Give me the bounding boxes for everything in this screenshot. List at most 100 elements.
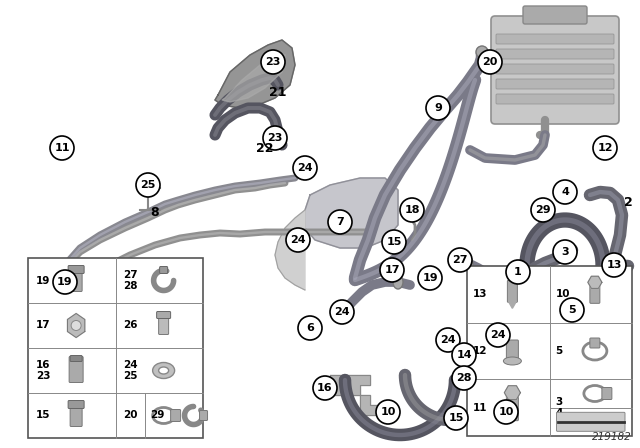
Text: 3: 3: [561, 247, 569, 257]
Text: 3
4: 3 4: [556, 397, 563, 418]
Circle shape: [53, 270, 77, 294]
Text: 10: 10: [380, 407, 396, 417]
Text: 29: 29: [150, 410, 164, 421]
Circle shape: [531, 198, 555, 222]
Circle shape: [376, 400, 400, 424]
FancyBboxPatch shape: [523, 6, 587, 24]
Text: 13: 13: [606, 260, 621, 270]
FancyBboxPatch shape: [200, 410, 207, 421]
Circle shape: [426, 96, 450, 120]
Ellipse shape: [159, 367, 168, 374]
Circle shape: [553, 180, 577, 204]
Text: 19: 19: [422, 273, 438, 283]
Ellipse shape: [57, 275, 67, 285]
Text: 27: 27: [452, 255, 468, 265]
Ellipse shape: [393, 275, 403, 289]
Text: 9: 9: [434, 103, 442, 113]
FancyBboxPatch shape: [70, 267, 82, 292]
Text: 20: 20: [483, 57, 498, 67]
Text: 11: 11: [473, 403, 488, 413]
Circle shape: [261, 50, 285, 74]
Text: 15: 15: [36, 410, 51, 421]
Circle shape: [452, 366, 476, 390]
Text: 7: 7: [336, 217, 344, 227]
Ellipse shape: [611, 262, 618, 272]
Circle shape: [418, 266, 442, 290]
Text: 24: 24: [490, 330, 506, 340]
Text: 5: 5: [568, 305, 576, 315]
Text: 24: 24: [297, 163, 313, 173]
FancyBboxPatch shape: [496, 49, 614, 59]
Text: 14: 14: [456, 350, 472, 360]
Circle shape: [553, 240, 577, 264]
Polygon shape: [330, 375, 380, 415]
Circle shape: [298, 316, 322, 340]
Text: 24
25: 24 25: [124, 360, 138, 381]
FancyBboxPatch shape: [70, 402, 82, 426]
Polygon shape: [305, 178, 398, 248]
Text: 2: 2: [623, 195, 632, 208]
Ellipse shape: [463, 257, 473, 271]
Text: 25: 25: [140, 180, 156, 190]
Circle shape: [400, 198, 424, 222]
Circle shape: [478, 50, 502, 74]
Circle shape: [328, 210, 352, 234]
FancyBboxPatch shape: [57, 272, 67, 280]
FancyBboxPatch shape: [496, 79, 614, 89]
Polygon shape: [215, 40, 295, 108]
Text: 10: 10: [499, 407, 514, 417]
Ellipse shape: [504, 357, 522, 365]
Circle shape: [286, 228, 310, 252]
Circle shape: [452, 343, 476, 367]
FancyBboxPatch shape: [70, 356, 82, 362]
Circle shape: [293, 156, 317, 180]
Circle shape: [486, 323, 510, 347]
FancyBboxPatch shape: [157, 311, 171, 319]
Text: 4: 4: [561, 187, 569, 197]
Circle shape: [313, 376, 337, 400]
Circle shape: [136, 173, 160, 197]
FancyBboxPatch shape: [54, 284, 76, 308]
Text: 18: 18: [404, 205, 420, 215]
Text: 8: 8: [150, 206, 159, 219]
Text: 28: 28: [456, 373, 472, 383]
FancyBboxPatch shape: [491, 16, 619, 124]
Text: 23: 23: [266, 57, 281, 67]
Text: 16: 16: [317, 383, 333, 393]
Circle shape: [382, 230, 406, 254]
FancyBboxPatch shape: [496, 64, 614, 74]
FancyBboxPatch shape: [28, 258, 203, 438]
Circle shape: [560, 298, 584, 322]
Circle shape: [593, 136, 617, 160]
Circle shape: [506, 260, 530, 284]
Ellipse shape: [152, 362, 175, 379]
FancyBboxPatch shape: [68, 401, 84, 409]
Polygon shape: [504, 386, 520, 400]
Circle shape: [494, 400, 518, 424]
Polygon shape: [275, 210, 305, 290]
Ellipse shape: [476, 46, 488, 58]
Circle shape: [602, 253, 626, 277]
Text: 19: 19: [36, 276, 51, 285]
FancyBboxPatch shape: [508, 280, 517, 302]
Text: 13: 13: [473, 289, 488, 299]
Text: 21: 21: [269, 86, 287, 99]
Polygon shape: [552, 270, 620, 338]
Text: 26: 26: [124, 320, 138, 331]
Circle shape: [50, 136, 74, 160]
FancyBboxPatch shape: [496, 34, 614, 44]
Text: 24: 24: [290, 235, 306, 245]
FancyBboxPatch shape: [159, 314, 168, 335]
FancyBboxPatch shape: [590, 338, 600, 348]
Text: 12: 12: [597, 143, 612, 153]
Polygon shape: [588, 276, 602, 289]
Text: 17: 17: [384, 265, 400, 275]
FancyBboxPatch shape: [602, 388, 612, 400]
FancyBboxPatch shape: [496, 94, 614, 104]
Ellipse shape: [616, 260, 623, 271]
Circle shape: [263, 126, 287, 150]
Text: 6: 6: [306, 323, 314, 333]
Polygon shape: [508, 302, 516, 308]
Text: 24: 24: [440, 335, 456, 345]
Text: 29: 29: [535, 205, 551, 215]
